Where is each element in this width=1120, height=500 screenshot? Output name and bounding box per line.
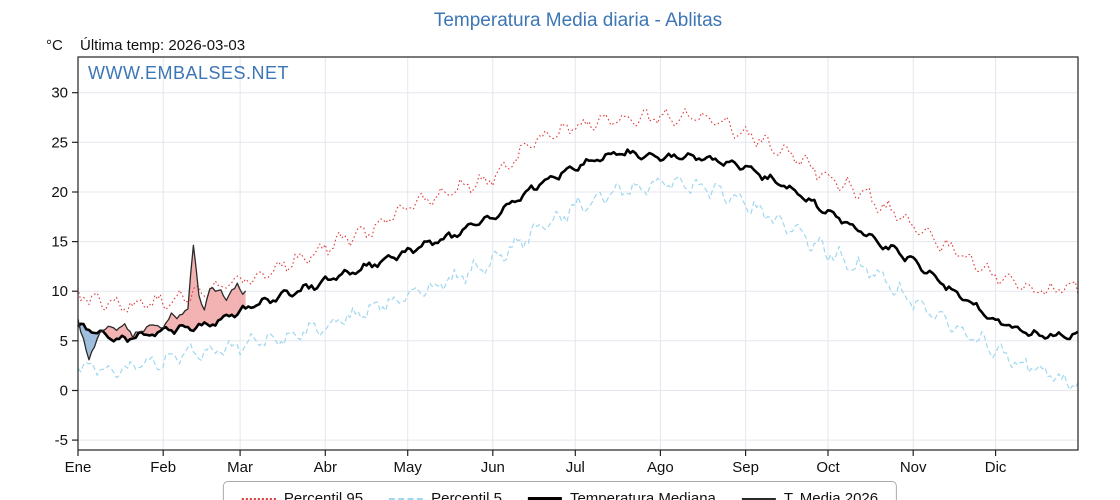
y-tick-label: 0	[60, 383, 68, 400]
legend-label-mediana: Temperatura Mediana	[569, 490, 716, 500]
y-tick-label: 15	[51, 234, 68, 251]
percentil-95-line-sample-icon	[241, 497, 276, 500]
x-tick-label: Ene	[65, 459, 92, 476]
x-tick-label: Abr	[314, 459, 337, 476]
legend-label-percentil-5: Percentil 5	[431, 490, 502, 500]
legend-item-percentil-5: Percentil 5	[389, 490, 502, 500]
x-tick-label: Jun	[481, 459, 505, 476]
last-temp-label: Última temp: 2026-03-03	[80, 37, 246, 54]
y-tick-label: 10	[51, 283, 68, 300]
x-tick-label: Feb	[150, 459, 176, 476]
legend-label-t-media-2026: T. Media 2026	[783, 490, 879, 500]
x-tick-label: Oct	[816, 459, 840, 476]
y-tick-label: -5	[55, 432, 68, 449]
chart-legend: Percentil 95 Percentil 5 Temperatura Med…	[222, 481, 898, 500]
x-tick-label: May	[394, 459, 423, 476]
percentil-5-line-sample-icon	[389, 497, 424, 500]
y-tick-label: 30	[51, 85, 68, 102]
legend-item-mediana: Temperatura Mediana	[527, 490, 716, 500]
t-media-2026-line-sample-icon	[741, 497, 776, 500]
x-tick-label: Jul	[566, 459, 585, 476]
x-tick-label: Ago	[647, 459, 674, 476]
x-tick-label: Mar	[227, 459, 253, 476]
mediana-line-sample-icon	[527, 497, 562, 500]
legend-item-percentil-95: Percentil 95	[241, 490, 364, 500]
x-tick-label: Dic	[985, 459, 1007, 476]
watermark-text: WWW.EMBALSES.NET	[88, 63, 290, 83]
x-tick-label: Nov	[900, 459, 927, 476]
y-tick-label: 25	[51, 134, 68, 151]
chart-title: Temperatura Media diaria - Ablitas	[433, 10, 723, 31]
x-tick-label: Sep	[732, 459, 759, 476]
y-tick-label: 5	[60, 333, 68, 350]
legend-label-percentil-95: Percentil 95	[283, 490, 364, 500]
y-tick-label: 20	[51, 184, 68, 201]
legend-item-t-media-2026: T. Media 2026	[741, 490, 879, 500]
y-axis-unit-label: °C	[46, 37, 63, 54]
